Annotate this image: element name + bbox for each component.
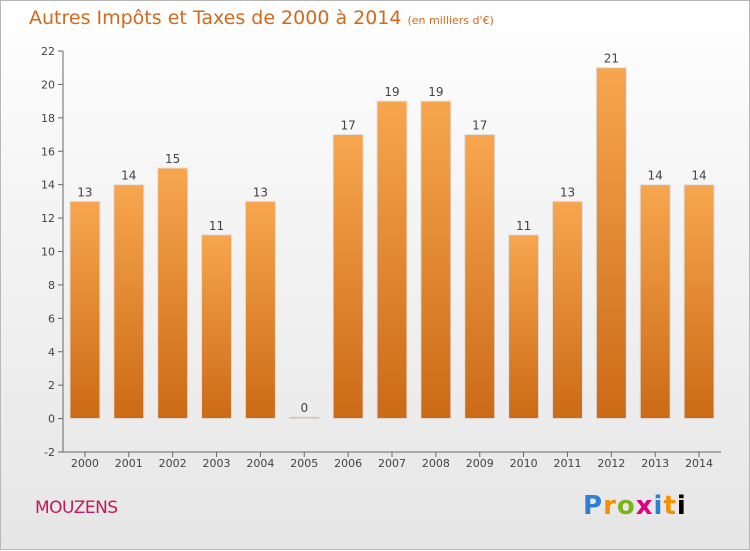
y-tick-label: 4 [48, 346, 55, 359]
x-tick-label: 2013 [641, 457, 669, 470]
y-tick-label: 14 [41, 179, 55, 192]
commune-name: MOUZENS [35, 498, 118, 518]
bar [157, 167, 189, 420]
x-tick-label: 2009 [466, 457, 494, 470]
bar [376, 100, 408, 420]
proxiti-logo: Proxiti [583, 491, 687, 521]
y-tick-label: 6 [48, 312, 55, 325]
bar [332, 134, 364, 420]
x-tick-label: 2014 [685, 457, 713, 470]
bar-value-label: 17 [472, 119, 487, 133]
x-tick-label: 2004 [246, 457, 274, 470]
bar [508, 234, 540, 420]
bar [420, 100, 452, 420]
x-tick-label: 2010 [510, 457, 538, 470]
bar-value-label: 13 [77, 185, 92, 199]
x-tick-label: 2006 [334, 457, 362, 470]
chart-title-text: Autres Impôts et Taxes de 2000 à 2014 [29, 7, 402, 29]
bar [683, 184, 715, 420]
x-tick-label: 2000 [71, 457, 99, 470]
y-tick-label: 18 [41, 112, 55, 125]
bar-value-label: 14 [648, 169, 663, 183]
y-tick-label: 22 [41, 45, 55, 58]
x-tick-label: 2003 [203, 457, 231, 470]
bar [113, 184, 145, 420]
chart-subtitle: (en milliers d'€) [407, 14, 494, 27]
x-tick-label: 2008 [422, 457, 450, 470]
bar-value-label: 17 [340, 119, 355, 133]
x-tick-label: 2007 [378, 457, 406, 470]
bar-value-label: 11 [516, 219, 531, 233]
y-tick-label: 16 [41, 145, 55, 158]
y-tick-label: 20 [41, 78, 55, 91]
x-tick-label: 2001 [115, 457, 143, 470]
x-tick-label: 2011 [553, 457, 581, 470]
bar [639, 184, 671, 420]
bar [464, 134, 496, 420]
bar [551, 200, 583, 420]
bar-value-label: 19 [384, 85, 399, 99]
bar [595, 67, 627, 420]
bar-value-label: 15 [165, 152, 180, 166]
y-tick-label: 8 [48, 279, 55, 292]
bar-value-label: 0 [300, 401, 308, 415]
y-tick-label: 0 [48, 413, 55, 426]
y-tick-label: 2 [48, 379, 55, 392]
x-tick-label: 2002 [159, 457, 187, 470]
bar-value-label: 21 [604, 52, 619, 66]
bar [201, 234, 233, 420]
x-tick-label: 2012 [597, 457, 625, 470]
bar-value-label: 14 [121, 169, 136, 183]
bar-value-label: 13 [560, 185, 575, 199]
bar [288, 416, 320, 420]
x-tick-label: 2005 [290, 457, 318, 470]
bar-value-label: 19 [428, 85, 443, 99]
y-tick-label: 12 [41, 212, 55, 225]
bar-value-label: 14 [691, 169, 706, 183]
y-tick-label: 10 [41, 246, 55, 259]
y-tick-label: -2 [44, 446, 55, 459]
bar-value-label: 13 [253, 185, 268, 199]
chart-title: Autres Impôts et Taxes de 2000 à 2014 (en… [29, 7, 494, 29]
bar [244, 200, 276, 420]
bar [69, 200, 101, 420]
bar-value-label: 11 [209, 219, 224, 233]
